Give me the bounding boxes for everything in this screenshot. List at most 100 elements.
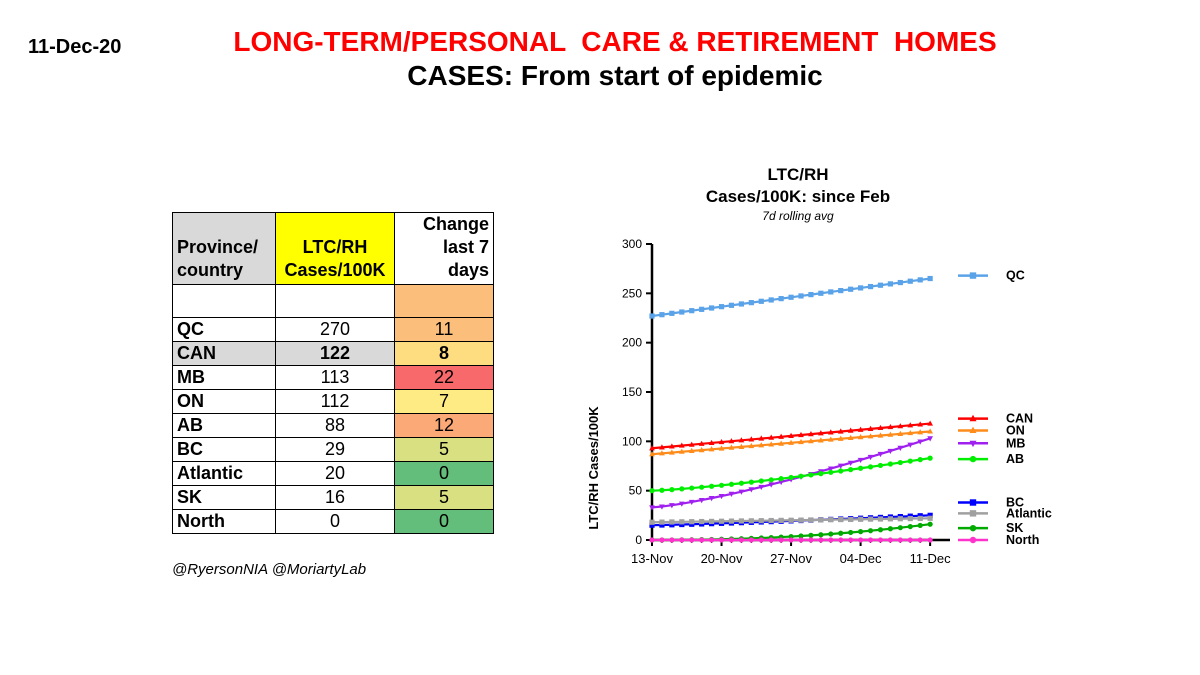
y-tick-label: 300 (622, 237, 642, 251)
data-point (907, 278, 913, 284)
data-point (877, 451, 884, 458)
data-point (798, 473, 804, 479)
province-name: Atlantic (172, 461, 276, 486)
data-point (649, 451, 655, 457)
data-point (649, 522, 655, 528)
main-title: LONG-TERM/PERSONAL CARE & RETIREMENT HOM… (233, 26, 997, 57)
data-point (877, 527, 884, 533)
change-value: 22 (394, 365, 494, 390)
chart-note: 7d rolling avg (762, 209, 834, 223)
data-point (718, 304, 725, 310)
data-point (927, 512, 933, 518)
data-point (848, 529, 854, 536)
data-point (738, 443, 745, 449)
data-point (718, 438, 725, 445)
data-point (827, 466, 834, 472)
data-point (887, 537, 893, 543)
change-value: 8 (394, 341, 494, 366)
table-row: MB 113 22 (172, 365, 494, 390)
header-province: Province/country (172, 212, 276, 285)
series-qc (649, 275, 933, 319)
data-point (679, 537, 685, 543)
data-point (858, 285, 864, 291)
data-point (867, 464, 874, 470)
data-point (738, 301, 744, 307)
legend-label: AB (1006, 452, 1024, 466)
data-point (897, 423, 904, 429)
data-point (708, 446, 715, 452)
chart-title: LTC/RH (767, 165, 828, 184)
data-point (798, 438, 804, 445)
cases-value: 29 (275, 437, 395, 462)
data-point (778, 537, 784, 543)
data-point (828, 289, 834, 295)
data-point (828, 517, 834, 523)
series-can (649, 420, 933, 451)
data-point (778, 296, 784, 302)
data-point (699, 518, 705, 525)
data-point (718, 445, 725, 451)
data-point (688, 447, 695, 453)
data-point (917, 522, 923, 529)
data-point (669, 310, 675, 316)
data-point (659, 312, 665, 318)
data-point (887, 431, 894, 437)
data-point (688, 499, 695, 506)
data-point (858, 516, 864, 522)
data-point (649, 537, 655, 543)
data-point (709, 483, 715, 489)
data-point (748, 300, 754, 306)
data-point (758, 478, 764, 484)
y-tick-label: 100 (622, 434, 642, 448)
data-point (837, 463, 844, 469)
data-point (917, 439, 924, 445)
table-row: ON 112 7 (172, 389, 494, 414)
data-point (659, 450, 665, 456)
data-point (907, 422, 914, 428)
line-chart: LTC/RH Cases/100K: since Feb 7d rolling … (586, 165, 1052, 566)
data-point (917, 457, 923, 463)
legend-label: BC (1006, 496, 1024, 510)
data-point (659, 504, 665, 510)
province-name: QC (172, 317, 276, 342)
data-point (798, 537, 804, 543)
data-point (917, 429, 924, 435)
chart-axes: 0 50 100 150 200 250 300 13-Nov 20-Nov 27-Nov 04-D… (622, 237, 951, 566)
data-point (679, 486, 685, 492)
data-point (788, 294, 794, 300)
data-point (778, 479, 784, 486)
table-header-row: Province/country LTC/RH Cases/100K Change… (172, 212, 494, 285)
data-point (669, 519, 675, 525)
province-name: CAN (172, 341, 276, 366)
series-ab (649, 455, 933, 494)
data-point (768, 441, 775, 447)
data-point (788, 517, 794, 523)
data-point (808, 532, 814, 538)
data-point (828, 537, 834, 543)
legend-label: QC (1006, 269, 1025, 283)
data-point (649, 313, 655, 319)
data-point (897, 537, 903, 543)
y-tick-label: 200 (622, 336, 642, 350)
data-point (798, 431, 804, 438)
data-point (917, 537, 923, 543)
data-point (828, 531, 834, 537)
y-tick-label: 250 (622, 286, 642, 300)
data-point (689, 519, 695, 525)
chart-subtitle: Cases/100K: since Feb (706, 187, 890, 206)
legend-item-qc: QC (958, 269, 1025, 283)
data-point (927, 436, 933, 442)
data-point (877, 424, 884, 431)
data-point (748, 442, 755, 449)
data-point (838, 468, 844, 474)
data-point (818, 290, 824, 296)
data-point (818, 430, 824, 436)
x-tick-label: 04-Dec (840, 551, 882, 566)
data-point (689, 308, 695, 314)
data-point (659, 519, 665, 525)
data-point (917, 515, 923, 522)
data-point (927, 275, 933, 282)
table-row: AB 88 12 (172, 413, 494, 438)
y-tick-label: 150 (622, 385, 642, 399)
data-point (867, 425, 874, 431)
